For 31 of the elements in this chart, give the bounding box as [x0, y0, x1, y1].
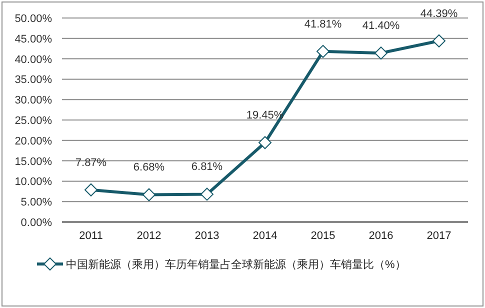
- legend-label: 中国新能源（乘用）车历年销量占全球新能源（乘用）车销量比（%）: [66, 258, 407, 273]
- data-label: 44.39%: [420, 8, 458, 20]
- point: [374, 46, 388, 60]
- point: [142, 188, 156, 202]
- point: [432, 34, 446, 48]
- point: [258, 136, 272, 150]
- point: [200, 188, 214, 201]
- x-tick-label: 2011: [79, 230, 103, 242]
- y-tick-label: 35.00%: [14, 74, 52, 86]
- y-tick-label: 50.00%: [14, 13, 52, 25]
- y-tick-label: 40.00%: [14, 54, 52, 66]
- y-tick-label: 45.00%: [14, 33, 52, 46]
- data-label: 6.68%: [133, 162, 165, 174]
- y-tick-label: 10.00%: [14, 176, 52, 188]
- y-tick-label: 20.00%: [14, 135, 52, 148]
- x-tick-label: 2012: [136, 230, 162, 242]
- x-tick-label: 2014: [252, 230, 278, 242]
- point: [84, 183, 98, 196]
- point: [316, 44, 330, 58]
- data-label: 6.81%: [191, 161, 223, 174]
- x-tick-label: 2016: [368, 230, 394, 242]
- y-tick-label: 0.00%: [20, 217, 52, 229]
- y-tick-label: 15.00%: [14, 156, 52, 168]
- x-tick-label: 2017: [426, 230, 452, 242]
- data-label: 41.81%: [304, 18, 342, 30]
- data-label: 41.40%: [362, 20, 400, 32]
- y-tick-label: 25.00%: [14, 115, 52, 127]
- x-tick-label: 2015: [310, 230, 336, 242]
- x-tick-label: 2013: [194, 230, 220, 242]
- y-tick-label: 30.00%: [14, 94, 52, 107]
- y-tick-label: 5.00%: [20, 196, 52, 209]
